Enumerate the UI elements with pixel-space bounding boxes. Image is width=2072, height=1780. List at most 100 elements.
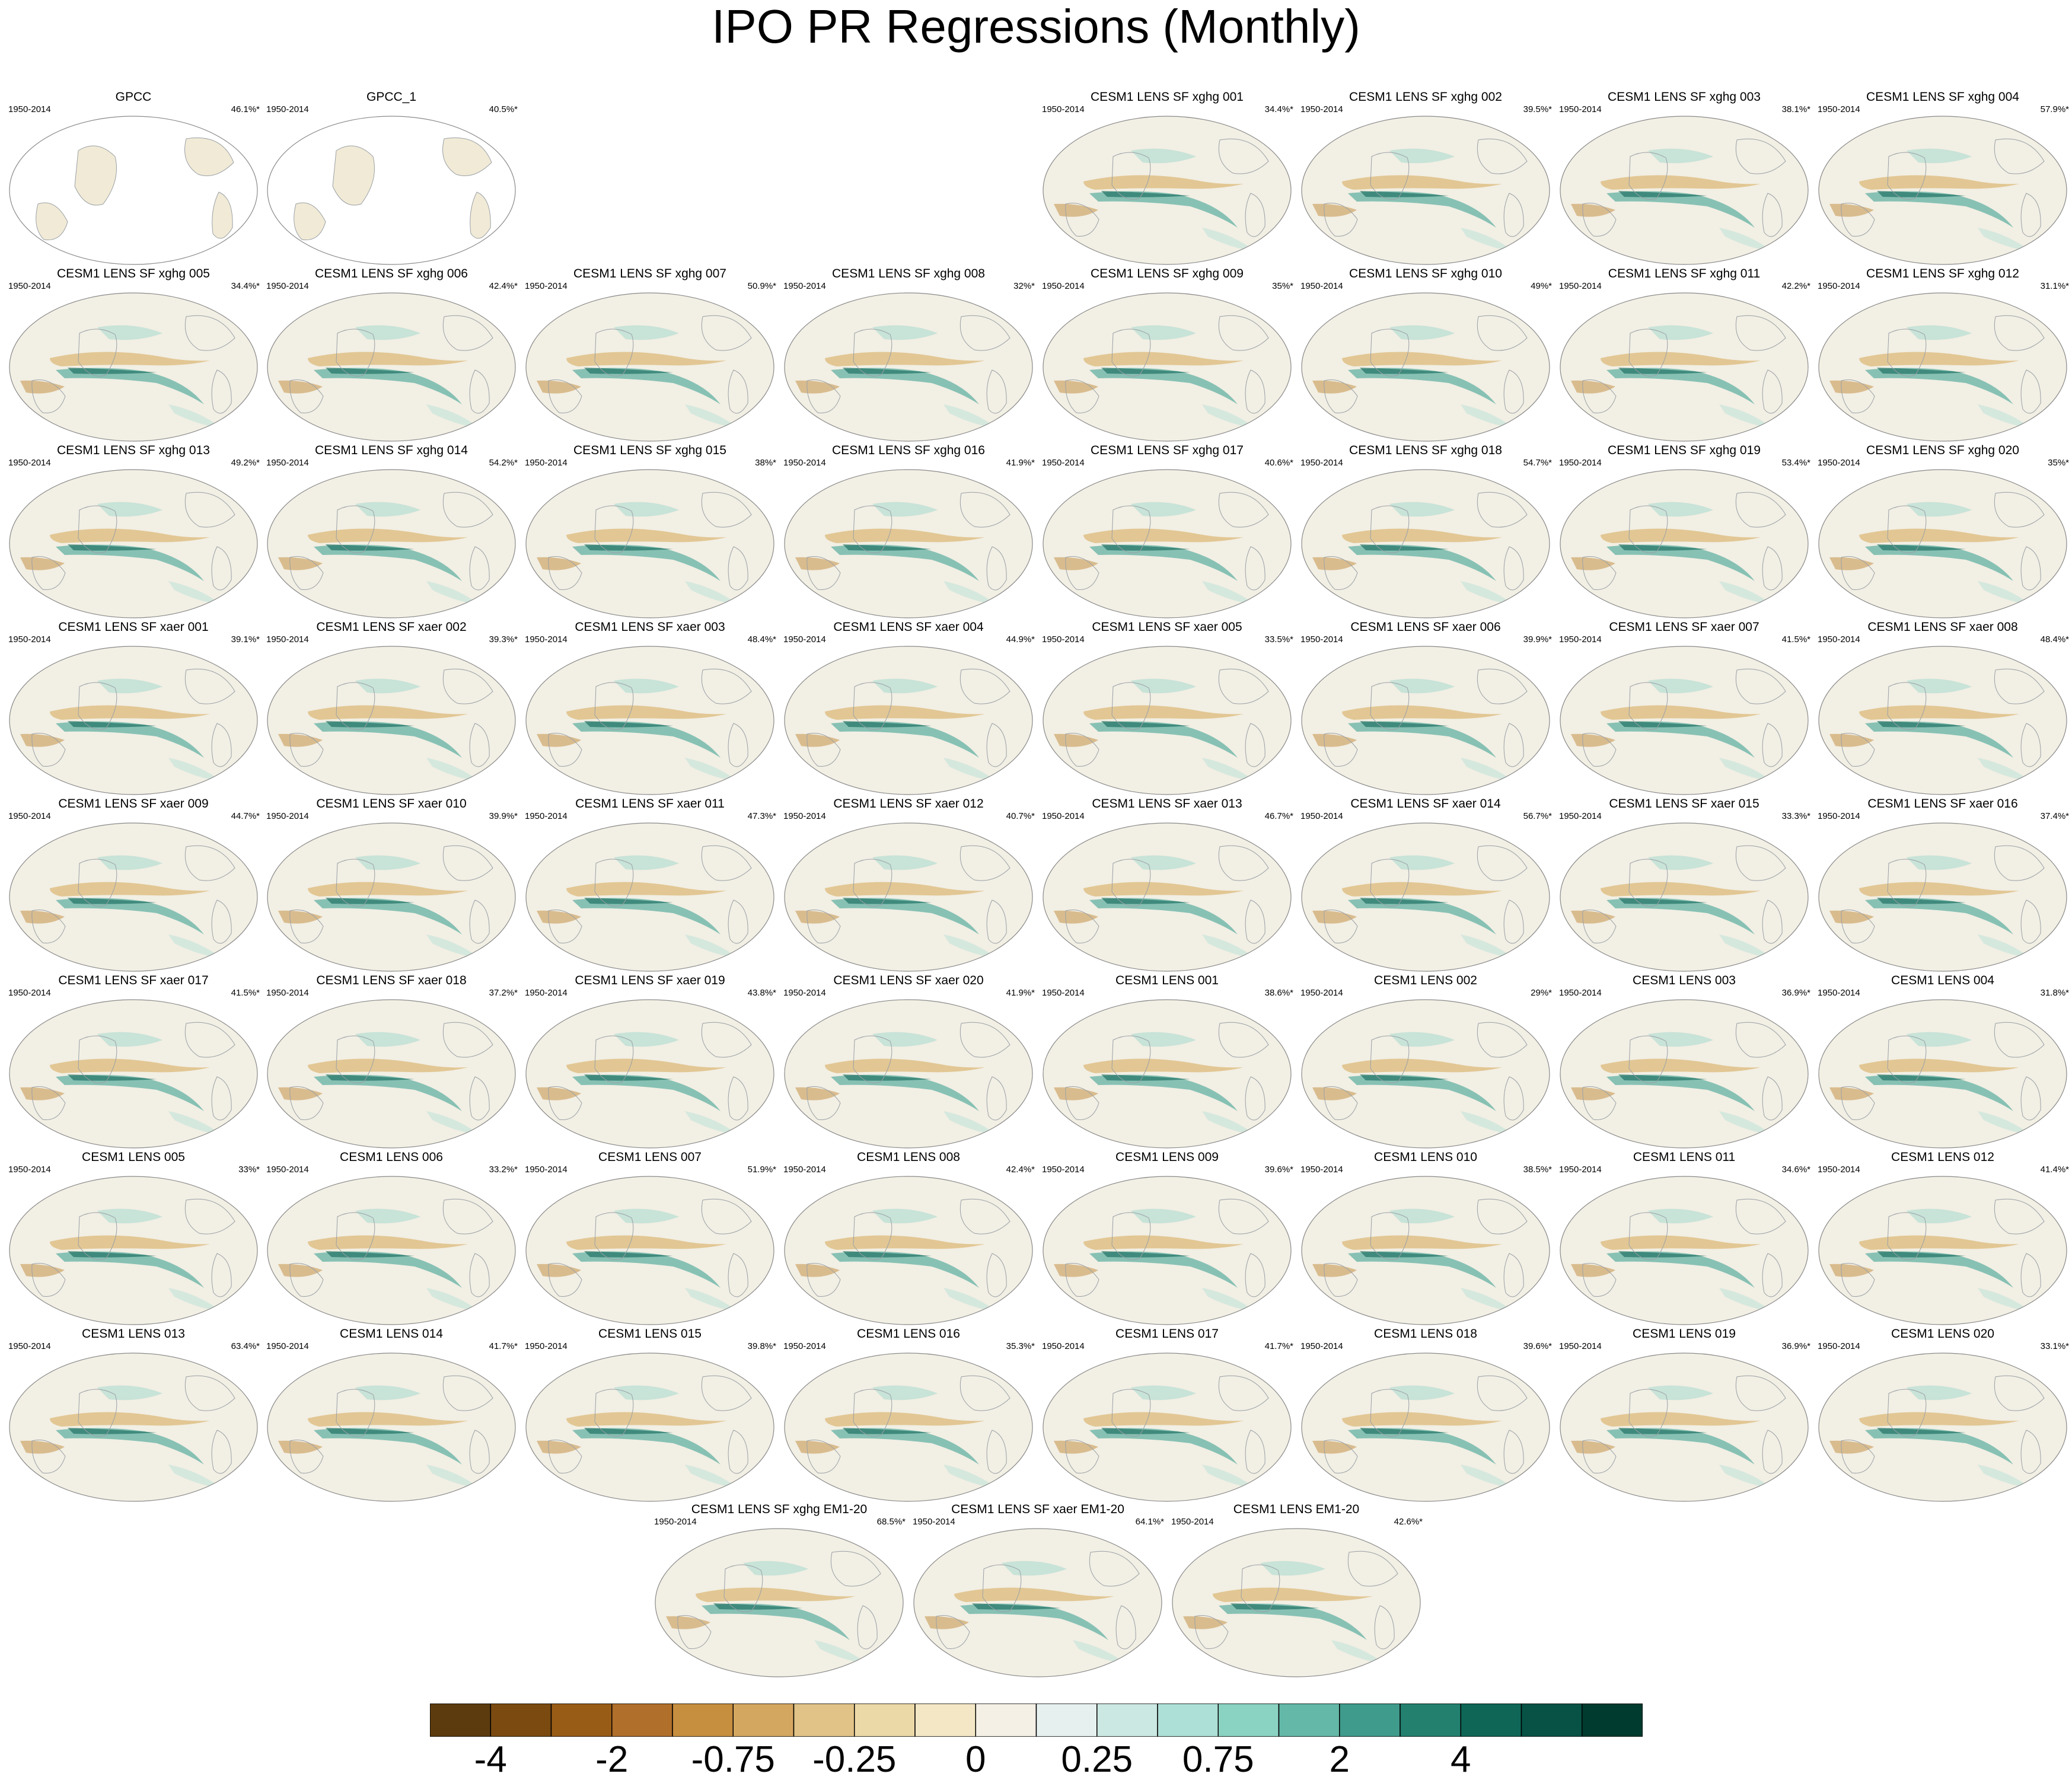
panel-title: CESM1 LENS SF xghg EM1-20 <box>691 1503 868 1516</box>
panel-percent: 41.5%* <box>231 988 260 998</box>
anomaly-field <box>278 1087 323 1100</box>
coastline <box>289 379 324 413</box>
anomaly-field <box>566 882 726 897</box>
map-globe <box>913 1528 1162 1677</box>
panel-percent: 53.4%* <box>1781 458 1810 468</box>
coastline <box>1628 1035 1668 1083</box>
panel-period: 1950-2014 <box>783 634 826 645</box>
map-outline <box>1301 646 1550 795</box>
anomaly-field <box>872 678 938 694</box>
map-background <box>1172 1529 1420 1677</box>
colorbar-segment <box>1035 1704 1098 1737</box>
coastline <box>723 1564 763 1612</box>
anomaly-field <box>1601 1058 1761 1073</box>
colorbar-segment <box>1339 1704 1401 1737</box>
coastline <box>1994 1198 2045 1234</box>
map-panel: CESM1 LENS 011 1950-2014 34.6%* <box>1557 1149 1812 1327</box>
map-background <box>1560 646 1808 795</box>
panel-percent: 46.7%* <box>1264 811 1293 821</box>
anomaly-field <box>1571 1087 1615 1100</box>
panel-period: 1950-2014 <box>266 104 309 114</box>
coastline <box>1841 203 1875 237</box>
panel-title: CESM1 LENS 010 <box>1374 1150 1477 1164</box>
land-shape <box>212 192 233 239</box>
coastline <box>1503 1430 1524 1474</box>
panel-percent: 43.8%* <box>747 988 776 998</box>
coastline <box>1735 1198 1786 1234</box>
map-outline <box>784 1352 1033 1502</box>
coastline <box>336 328 375 377</box>
map-globe <box>1043 292 1292 442</box>
anomaly-field <box>1601 1235 1761 1250</box>
map-background <box>1043 646 1291 795</box>
panel-percent: 35%* <box>2048 458 2069 468</box>
coastline <box>1370 1035 1410 1083</box>
map-panel: CESM1 LENS 008 1950-2014 42.4%* <box>781 1149 1036 1327</box>
anomaly-field <box>355 1385 420 1401</box>
page-title: IPO PR Regressions (Monthly) <box>712 0 1360 53</box>
panel-period: 1950-2014 <box>1042 1165 1085 1175</box>
coastline <box>2020 369 2041 414</box>
anomaly-field <box>825 882 985 897</box>
panel-percent: 41.5%* <box>1781 634 1810 645</box>
anomaly-field <box>326 544 415 551</box>
coastline <box>1503 1253 1524 1297</box>
anomaly-field <box>685 581 738 605</box>
panel-title: CESM1 LENS SF xaer 006 <box>1350 620 1501 634</box>
map-globe <box>1818 822 2067 972</box>
anomaly-field <box>1719 934 1773 958</box>
coastline <box>982 1564 1022 1612</box>
map-panel: CESM1 LENS SF xghg 011 1950-2014 42.2%* <box>1557 266 1812 444</box>
map-background <box>267 1353 515 1501</box>
coastline <box>2020 193 2041 237</box>
anomaly-field <box>1202 758 1255 781</box>
anomaly-field <box>1360 191 1449 197</box>
map-outline <box>784 999 1033 1149</box>
map-background <box>9 293 257 441</box>
anomaly-field <box>1348 368 1496 404</box>
anomaly-field <box>584 721 673 728</box>
anomaly-field <box>68 721 157 728</box>
anomaly-field <box>1312 1440 1357 1454</box>
anomaly-field <box>1601 528 1761 543</box>
panel-title: CESM1 LENS SF xghg 001 <box>1091 90 1244 104</box>
coastline <box>1503 1076 1524 1121</box>
map-background <box>785 1353 1032 1501</box>
panel-title: CESM1 LENS SF xaer 011 <box>575 797 725 811</box>
coastline <box>184 315 235 351</box>
anomaly-field <box>1101 368 1190 374</box>
anomaly-field <box>743 1561 808 1576</box>
panel-title: CESM1 LENS SF xaer 017 <box>58 974 209 987</box>
anomaly-field <box>1865 1428 2013 1465</box>
colorbar-tick-label: 2 <box>1329 1739 1350 1780</box>
coastline <box>1324 1440 1358 1473</box>
anomaly-field <box>355 1032 420 1047</box>
panel-percent: 38.5%* <box>1523 1165 1552 1175</box>
anomaly-field <box>1907 678 1972 694</box>
map-outline <box>1560 116 1809 265</box>
coastline <box>1762 1076 1783 1121</box>
coastline <box>1735 1022 1786 1058</box>
map-globe <box>1301 646 1550 795</box>
panel-percent: 29%* <box>1531 988 1552 998</box>
anomaly-field <box>20 733 65 747</box>
panel-title: CESM1 LENS 003 <box>1633 974 1736 987</box>
coastline <box>1887 682 1927 730</box>
map-globe <box>1301 469 1550 618</box>
colorbar-tick-label: 0 <box>965 1739 986 1780</box>
anomaly-field <box>1571 1264 1615 1277</box>
anomaly-field <box>1859 1412 2019 1427</box>
anomaly-field <box>1101 1428 1190 1434</box>
anomaly-field <box>97 1208 162 1224</box>
panel-percent: 33.5%* <box>1264 634 1293 645</box>
coastline <box>184 845 235 881</box>
anomaly-field <box>1877 368 1966 374</box>
colorbar-segment <box>430 1704 491 1737</box>
coastline <box>677 1615 712 1649</box>
coastline <box>1735 492 1786 528</box>
map-outline <box>267 469 516 618</box>
map-panel: CESM1 LENS SF xaer 009 1950-2014 44.7%* <box>6 796 261 974</box>
coastline <box>31 379 66 413</box>
anomaly-field <box>1877 544 1966 551</box>
panel-percent: 49%* <box>1531 281 1552 291</box>
